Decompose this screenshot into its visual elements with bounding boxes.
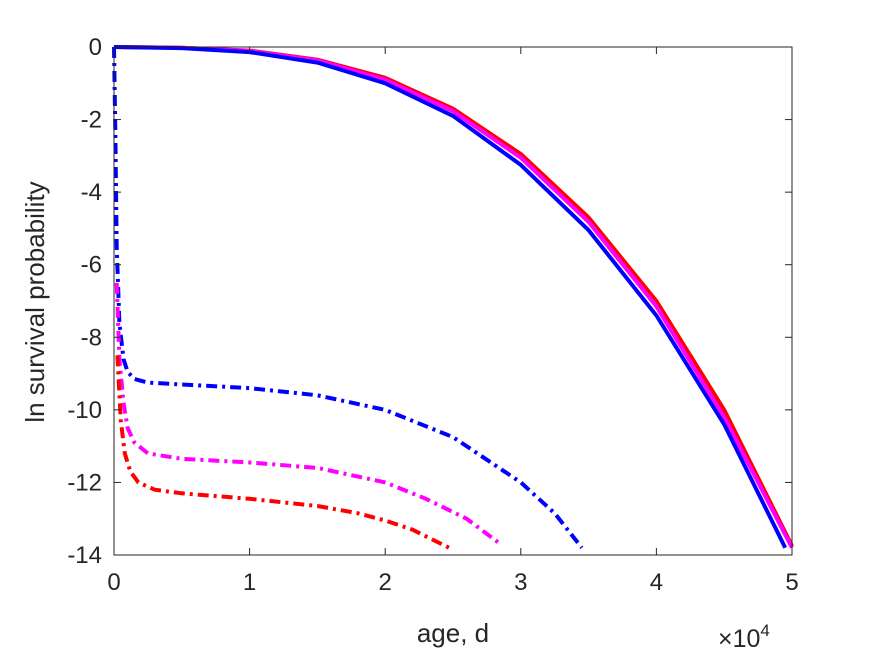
y-tick-label: -10 [67, 397, 102, 424]
x-axis-label: age, d [417, 618, 489, 648]
x-tick-label: 2 [379, 569, 392, 596]
x-tick-label: 5 [785, 569, 798, 596]
y-axis-label: ln survival probability [20, 181, 50, 422]
series-line-5 [114, 282, 502, 546]
series-line-3 [113, 45, 787, 549]
y-tick-label: -14 [67, 542, 102, 569]
x-exponent-label: ×104 [718, 621, 770, 653]
x-exponent-base: ×10 [718, 625, 760, 653]
y-tick-label: -6 [81, 252, 102, 279]
x-tick-label: 3 [514, 569, 527, 596]
y-tick-label: -8 [81, 324, 102, 351]
plot-area [114, 47, 792, 555]
y-tick-label: -12 [67, 469, 102, 496]
series-layer [112, 45, 794, 550]
x-exponent-power: 4 [760, 621, 769, 640]
y-tick-label: -4 [81, 179, 102, 206]
y-tick-label: 0 [89, 34, 102, 61]
y-tick-label: -2 [81, 107, 102, 134]
axes-layer: 0 1 2 3 4 5 0 -2 -4 -6 -8 -10 -12 -14 [67, 34, 798, 596]
series-line-4 [112, 46, 584, 549]
x-tick-label: 1 [243, 569, 256, 596]
series-line-6 [115, 355, 450, 550]
x-tick-label: 4 [650, 569, 663, 596]
x-tick-label: 0 [107, 569, 120, 596]
axes-box [113, 46, 793, 556]
